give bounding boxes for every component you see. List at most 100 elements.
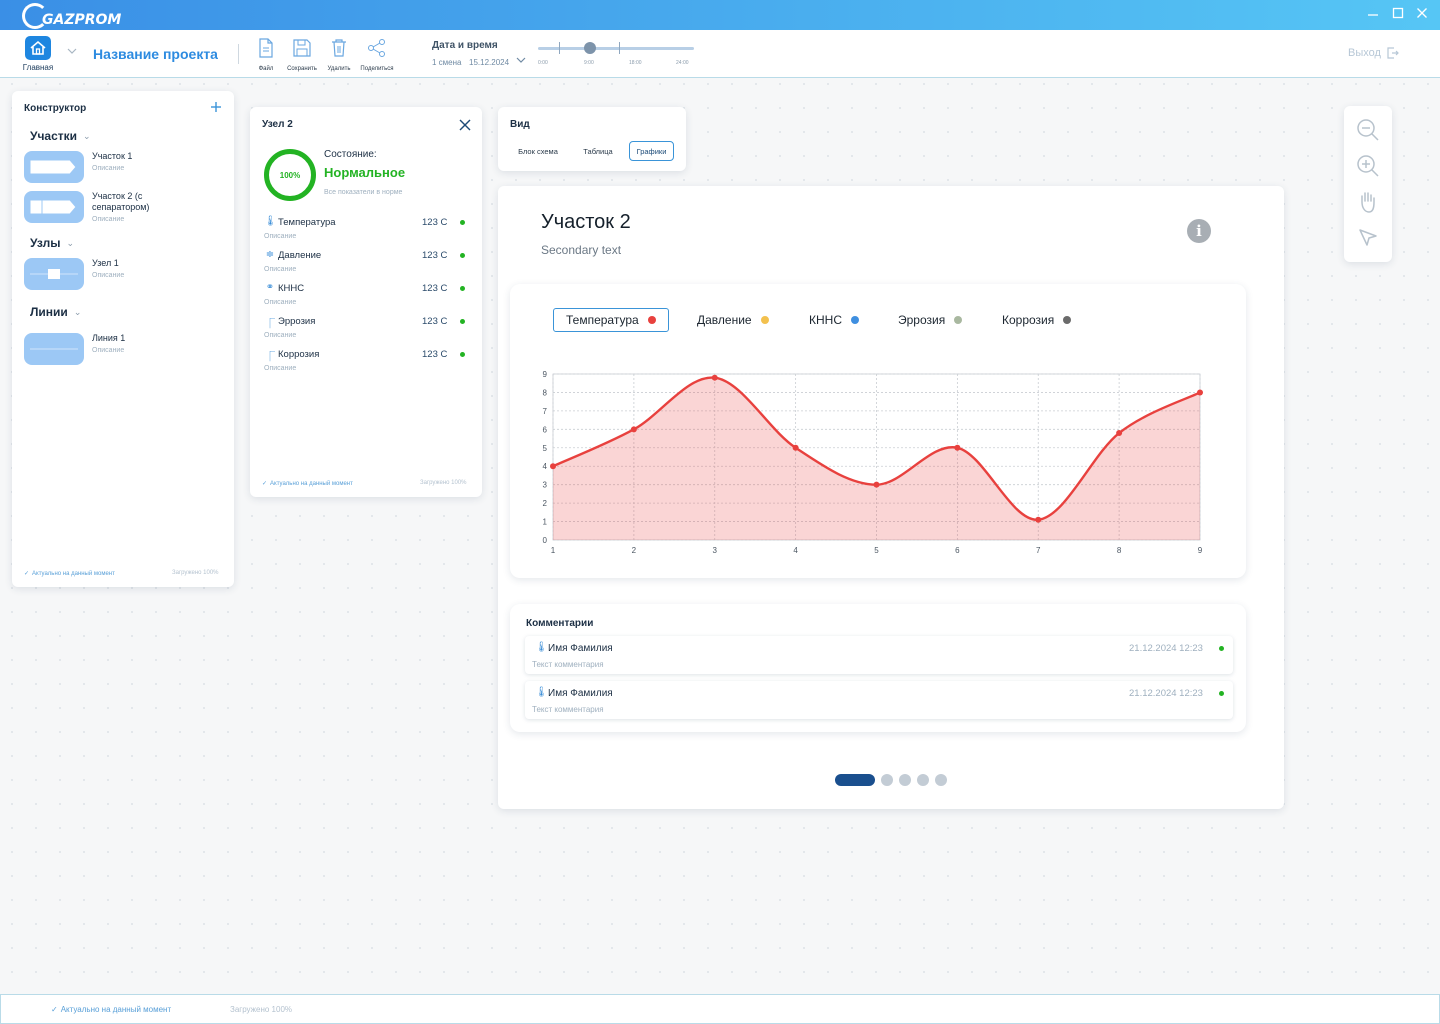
info-icon[interactable]: i	[1187, 219, 1211, 243]
zoom-in-button[interactable]	[1354, 152, 1382, 180]
page-dot-active[interactable]	[835, 774, 875, 786]
page-dot[interactable]	[935, 774, 947, 786]
x-tick-label: 6	[955, 546, 960, 555]
comment-item[interactable]: 🌡︎ Имя Фамилия Текст комментария 21.12.2…	[525, 681, 1233, 719]
slider-label-0: 0:00	[538, 60, 548, 66]
hand-icon	[1361, 192, 1375, 213]
save-icon	[293, 39, 311, 57]
area-separator-thumbnail-icon	[24, 191, 84, 223]
y-tick-label: 2	[543, 499, 548, 508]
shift-value[interactable]: 1 смена	[432, 58, 462, 67]
legend-label: Коррозия	[1002, 313, 1055, 327]
thermometer-icon: 🌡︎	[535, 642, 548, 653]
home-button[interactable]: Главная	[20, 36, 56, 72]
page-dot[interactable]	[917, 774, 929, 786]
comment-item[interactable]: 🌡︎ Имя Фамилия Текст комментария 21.12.2…	[525, 636, 1233, 674]
page-dot[interactable]	[881, 774, 893, 786]
time-slider-track[interactable]	[538, 47, 694, 50]
zoom-out-button[interactable]	[1354, 116, 1382, 144]
tab-charts[interactable]: Графики	[629, 141, 674, 161]
item-label: Участок 2 (с сепаратором)	[92, 191, 150, 212]
param-row-temperature[interactable]: 🌡︎ Температура Описание 123 С	[264, 215, 470, 245]
section-areas-label: Участки	[30, 129, 78, 143]
file-button[interactable]: Файл	[256, 38, 276, 72]
data-point	[630, 426, 637, 433]
minimize-button[interactable]	[1364, 6, 1382, 22]
time-slider-handle[interactable]	[584, 42, 596, 54]
state-description: Все показатели в норме	[324, 189, 403, 196]
delete-button[interactable]: Удалить	[324, 38, 354, 72]
param-value: 123 С	[422, 250, 448, 261]
slider-label-18: 18:00	[629, 60, 642, 66]
constructor-item-line-1[interactable]: Линия 1 Описание	[24, 333, 125, 365]
tab-table[interactable]: Таблица	[583, 146, 613, 156]
line-thumbnail-icon	[24, 333, 84, 365]
y-tick-label: 5	[543, 444, 548, 453]
corrosion-icon: ⎾	[265, 352, 275, 363]
x-tick-label: 2	[632, 546, 637, 555]
close-window-button[interactable]	[1413, 6, 1431, 22]
page-dot[interactable]	[899, 774, 911, 786]
constructor-item-area-2[interactable]: Участок 2 (с сепаратором) Описание	[24, 191, 182, 223]
save-button[interactable]: Сохранить	[283, 38, 321, 72]
project-title[interactable]: Название проекта	[93, 46, 218, 62]
exit-button[interactable]: Выход	[1348, 47, 1399, 59]
node-thumbnail-icon	[24, 258, 84, 290]
tab-block-scheme[interactable]: Блок схема	[518, 146, 558, 156]
section-areas-header[interactable]: Участки ⌄	[30, 129, 91, 143]
legend-item-knns[interactable]: КННС	[797, 308, 871, 332]
param-row-knns[interactable]: ⚭ КННС Описание 123 С	[264, 281, 470, 311]
comments-title: Комментарии	[526, 618, 594, 629]
select-button[interactable]	[1354, 224, 1382, 252]
legend-item-corrosion[interactable]: Коррозия	[990, 308, 1083, 332]
health-percent: 100%	[279, 170, 301, 180]
zoom-out-icon	[1357, 119, 1379, 141]
param-row-erosion[interactable]: ⎾ Эррозия Описание 123 С	[264, 314, 470, 344]
state-label: Состояние:	[324, 149, 377, 160]
constructor-panel: Конструктор Участки ⌄ Участок 1 Описание…	[12, 91, 234, 587]
legend-dot	[760, 316, 769, 324]
zoom-in-icon	[1357, 155, 1379, 177]
area-thumbnail-icon	[24, 151, 84, 183]
param-name: Температура	[278, 217, 336, 228]
maximize-button[interactable]	[1389, 6, 1407, 22]
maximize-icon	[1392, 7, 1404, 19]
share-button[interactable]: Поделиться	[358, 38, 396, 72]
param-row-pressure[interactable]: ≑ Давление Описание 123 С	[264, 248, 470, 278]
check-icon: ✓	[24, 571, 30, 577]
legend-dot	[851, 316, 859, 324]
constructor-title: Конструктор	[24, 103, 87, 114]
node-loaded: Загружено 100%	[420, 480, 467, 486]
param-name: Коррозия	[278, 349, 320, 360]
node-status: ✓ Актуально на данный момент	[262, 480, 353, 488]
pan-button[interactable]	[1354, 188, 1382, 216]
add-button[interactable]	[210, 100, 222, 118]
constructor-item-node-1[interactable]: Узел 1 Описание	[24, 258, 124, 290]
param-row-corrosion[interactable]: ⎾ Коррозия Описание 123 С	[264, 347, 470, 377]
project-dropdown-chevron-icon[interactable]	[67, 46, 77, 57]
date-dropdown-chevron-icon[interactable]	[516, 55, 526, 65]
constructor-item-area-1[interactable]: Участок 1 Описание	[24, 151, 132, 183]
chevron-down-icon: ⌄	[73, 306, 82, 317]
close-node-button[interactable]	[459, 118, 471, 136]
y-tick-label: 0	[543, 536, 548, 545]
pipe-icon: ⚭	[265, 282, 275, 293]
state-value: Нормальное	[324, 165, 406, 180]
y-tick-label: 9	[543, 370, 548, 379]
section-nodes-header[interactable]: Узлы ⌄	[30, 236, 74, 250]
logo-text: GAZPROM	[42, 12, 122, 28]
legend-item-erosion[interactable]: Эррозия	[886, 308, 974, 332]
page-subtitle: Secondary text	[541, 243, 622, 257]
data-point	[1116, 430, 1123, 437]
legend-dot	[954, 316, 963, 324]
param-desc: Описание	[264, 365, 297, 372]
legend-item-temperature[interactable]: Температура	[553, 308, 669, 332]
check-icon: ✓	[51, 1005, 58, 1014]
date-value[interactable]: 15.12.2024	[469, 58, 510, 67]
page-title: Участок 2	[541, 211, 631, 233]
thermometer-icon: 🌡︎	[264, 216, 277, 227]
legend-item-pressure[interactable]: Давление	[685, 308, 781, 332]
data-point	[873, 481, 880, 488]
pagination	[835, 774, 947, 786]
section-lines-header[interactable]: Линии ⌄	[30, 305, 81, 319]
